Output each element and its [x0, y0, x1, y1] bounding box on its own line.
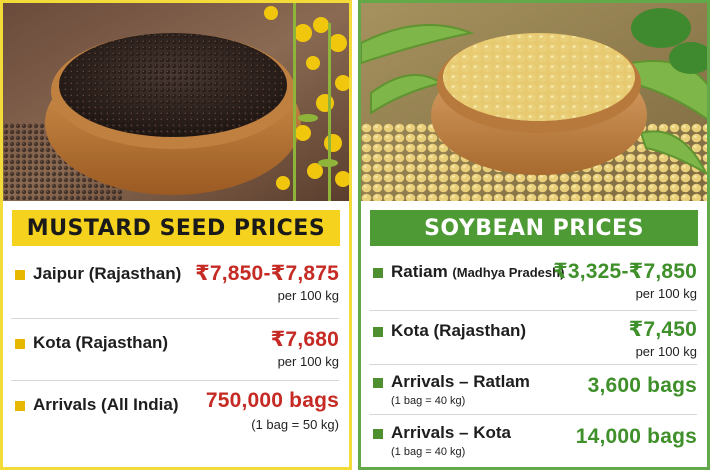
row-note: (1 bag = 40 kg): [391, 395, 466, 407]
list-item-kota: Kota (Rajasthan) ₹7,680 per 100 kg: [11, 319, 339, 381]
row-label: Ratiam (Madhya Pradesh): [391, 262, 565, 281]
bullet-icon: [373, 327, 383, 337]
soybean-panel: SOYBEAN PRICES Ratiam (Madhya Pradesh) ₹…: [358, 0, 710, 470]
row-price: 3,600 bags: [587, 374, 697, 397]
mustard-title: MUSTARD SEED PRICES: [12, 210, 340, 246]
row-label: Arrivals (All India): [33, 395, 179, 414]
bullet-icon: [15, 270, 25, 280]
row-label: Arrivals – Ratlam: [391, 372, 530, 391]
list-item-arrivals-ratlam: Arrivals – Ratlam (1 bag = 40 kg) 3,600 …: [369, 365, 697, 415]
row-unit: per 100 kg: [635, 286, 697, 301]
row-note: (1 bag = 40 kg): [391, 446, 466, 458]
row-price: ₹7,450: [628, 318, 697, 341]
row-label: Kota (Rajasthan): [33, 333, 169, 352]
mustard-panel: MUSTARD SEED PRICES Jaipur (Rajasthan) ₹…: [0, 0, 352, 470]
row-price: 750,000 bags: [205, 389, 339, 412]
bullet-icon: [373, 268, 383, 278]
row-label: Jaipur (Rajasthan): [33, 264, 182, 283]
row-label: Arrivals – Kota: [391, 423, 511, 442]
soybean-title: SOYBEAN PRICES: [370, 210, 698, 246]
list-item-kota: Kota (Rajasthan) ₹7,450 per 100 kg: [369, 311, 697, 365]
bullet-icon: [15, 339, 25, 349]
row-price: ₹3,325-₹7,850: [553, 260, 697, 283]
mustard-seed-photo: [3, 3, 349, 201]
soybean-price-list: Ratiam (Madhya Pradesh) ₹3,325-₹7,850 pe…: [369, 255, 697, 467]
row-price: 14,000 bags: [575, 425, 697, 448]
bullet-icon: [373, 429, 383, 439]
row-unit: per 100 kg: [277, 354, 339, 369]
row-unit: per 100 kg: [635, 344, 697, 359]
mustard-price-list: Jaipur (Rajasthan) ₹7,850-₹7,875 per 100…: [11, 255, 339, 451]
list-item-arrivals: Arrivals (All India) 750,000 bags (1 bag…: [11, 381, 339, 451]
row-price: ₹7,680: [270, 328, 339, 351]
bullet-icon: [15, 401, 25, 411]
soybean-photo: [361, 3, 707, 201]
row-price: ₹7,850-₹7,875: [195, 262, 339, 285]
bullet-icon: [373, 378, 383, 388]
list-item-arrivals-kota: Arrivals – Kota (1 bag = 40 kg) 14,000 b…: [369, 415, 697, 467]
list-item-ratiam: Ratiam (Madhya Pradesh) ₹3,325-₹7,850 pe…: [369, 255, 697, 311]
row-label: Kota (Rajasthan): [391, 321, 527, 340]
list-item-jaipur: Jaipur (Rajasthan) ₹7,850-₹7,875 per 100…: [11, 255, 339, 319]
row-unit: (1 bag = 50 kg): [251, 417, 339, 432]
row-unit: per 100 kg: [277, 288, 339, 303]
